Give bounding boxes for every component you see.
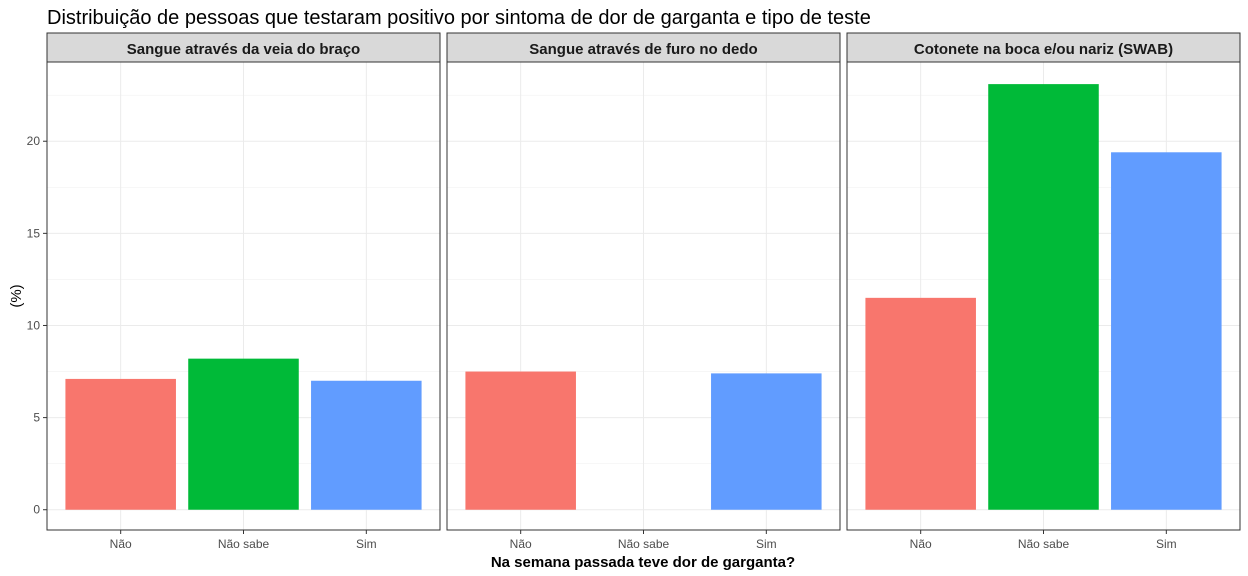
- facet-strip-label: Sangue através de furo no dedo: [529, 41, 757, 58]
- bar: [711, 373, 822, 510]
- facet-strip-label: Sangue através da veia do braço: [127, 41, 360, 58]
- bar: [65, 378, 176, 510]
- x-tick-label: Sim: [356, 537, 377, 551]
- x-tick-label: Sim: [1156, 537, 1177, 551]
- facet-panel: Sangue através da veia do braço Não Não sa…: [46, 32, 441, 551]
- x-tick-label: Não sabe: [218, 537, 270, 551]
- facet-panels: Sangue através da veia do braço Não Não sa…: [46, 32, 1241, 551]
- y-tick-label: 0: [33, 503, 40, 517]
- x-axis-title: Na semana passada teve dor de garganta?: [491, 554, 795, 571]
- y-axis: 0 5 10 15 20: [27, 134, 47, 517]
- facet-panel: Cotonete na boca e/ou nariz (SWAB) Não Não…: [846, 32, 1241, 551]
- y-tick-label: 10: [27, 318, 41, 332]
- facet-strip: [46, 32, 441, 63]
- facet-panel: Sangue através de furo no dedo Não Não sab…: [446, 32, 841, 551]
- bar: [311, 380, 422, 510]
- bar: [465, 371, 576, 510]
- bar: [188, 358, 299, 510]
- x-tick-label: Não: [510, 537, 532, 551]
- y-axis-title: (%): [8, 284, 25, 307]
- x-tick-label: Não sabe: [618, 537, 670, 551]
- bar: [865, 297, 976, 510]
- facet-strip: [846, 32, 1241, 63]
- x-tick-label: Não: [110, 537, 132, 551]
- bar: [988, 84, 1099, 510]
- x-tick-label: Não: [910, 537, 932, 551]
- chart-title: Distribuição de pessoas que testaram pos…: [47, 7, 871, 29]
- x-tick-label: Não sabe: [1018, 537, 1070, 551]
- y-tick-label: 5: [33, 411, 40, 425]
- x-tick-label: Sim: [756, 537, 777, 551]
- facet-strip-label: Cotonete na boca e/ou nariz (SWAB): [914, 41, 1173, 58]
- y-tick-label: 15: [27, 226, 41, 240]
- bar: [1111, 152, 1222, 510]
- y-tick-label: 20: [27, 134, 41, 148]
